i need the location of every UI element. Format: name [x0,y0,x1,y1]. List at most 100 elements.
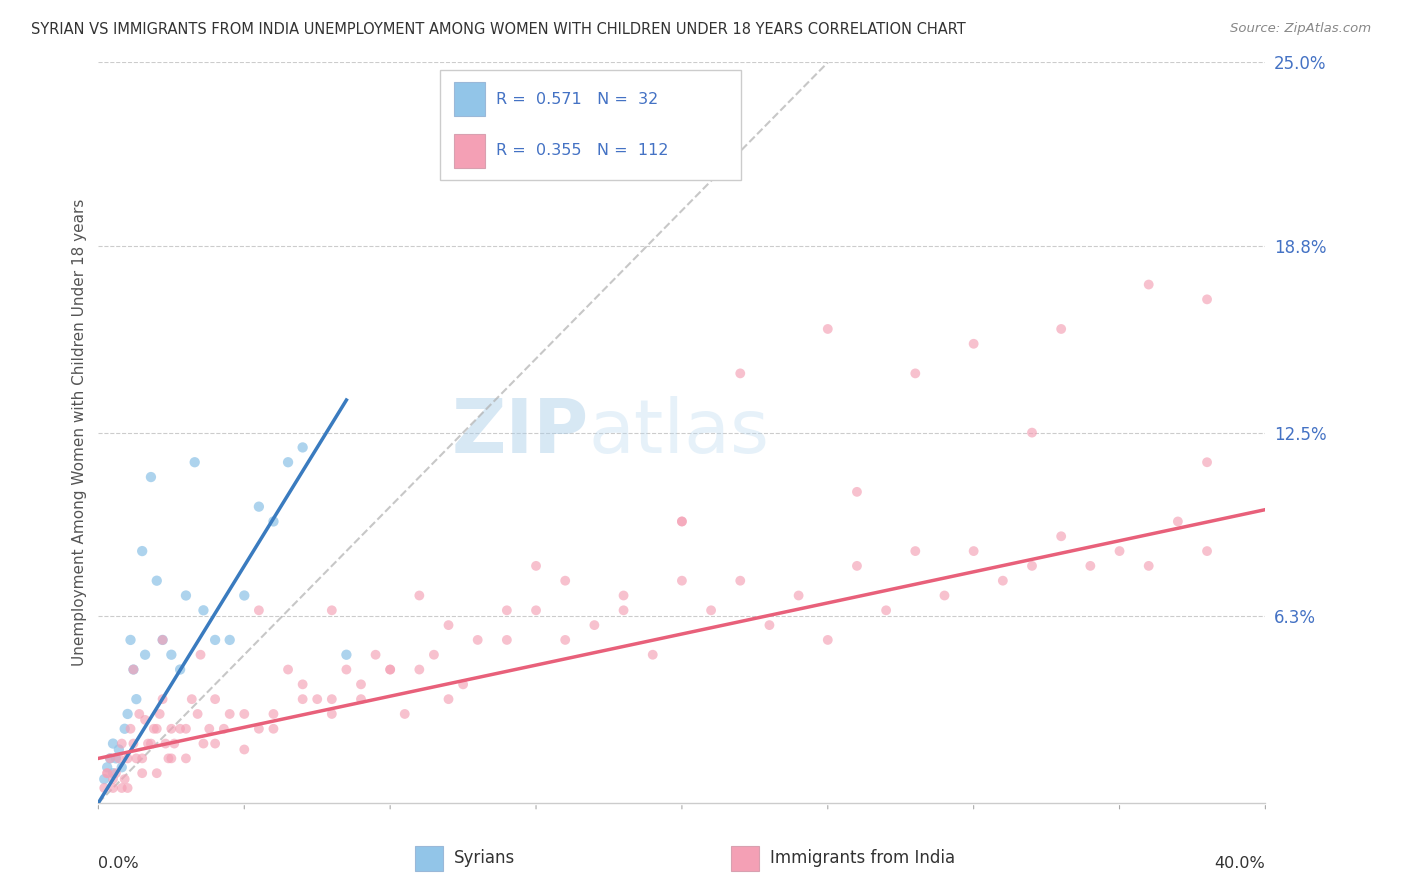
Point [155,737,177,751]
Point [233,742,256,756]
Point [1021,425,1043,440]
Point [730,367,752,381]
Point [212,722,235,736]
Point [524,558,547,573]
Point [183,455,205,469]
Point [263,515,285,529]
Point [962,336,984,351]
Point [1108,544,1130,558]
Point [291,441,314,455]
Point [169,722,191,736]
Y-axis label: Unemployment Among Women with Children Under 18 years: Unemployment Among Women with Children U… [72,199,87,666]
Point [198,722,221,736]
Point [139,470,162,484]
Point [1050,529,1073,543]
Point [142,722,165,736]
Text: R =  0.355   N =  112: R = 0.355 N = 112 [496,144,669,158]
Point [174,751,197,765]
Point [204,632,226,647]
Text: R =  0.571   N =  32: R = 0.571 N = 32 [496,92,658,106]
Point [131,544,153,558]
Point [101,772,124,786]
Point [117,706,139,721]
Point [247,722,270,736]
Point [1137,277,1160,292]
Point [111,780,134,795]
Text: Source: ZipAtlas.com: Source: ZipAtlas.com [1230,22,1371,36]
Point [247,603,270,617]
Point [114,722,136,736]
Point [700,603,723,617]
Point [671,515,693,529]
Point [787,589,810,603]
Point [93,772,115,786]
Point [321,603,343,617]
Point [277,663,299,677]
Point [641,648,664,662]
Point [1197,544,1219,558]
Point [846,484,869,499]
Text: SYRIAN VS IMMIGRANTS FROM INDIA UNEMPLOYMENT AMONG WOMEN WITH CHILDREN UNDER 18 : SYRIAN VS IMMIGRANTS FROM INDIA UNEMPLOY… [31,22,966,37]
Point [277,455,299,469]
Point [423,648,446,662]
Point [111,760,134,774]
Point [1021,558,1043,573]
Point [350,677,373,691]
Point [157,751,180,765]
Point [122,737,145,751]
Point [136,737,159,751]
Point [96,766,118,780]
Point [146,574,169,588]
Point [218,632,240,647]
Point [96,766,118,780]
Point [125,751,148,765]
Text: 0.0%: 0.0% [98,856,139,871]
Point [174,589,197,603]
Point [117,751,139,765]
Point [394,706,416,721]
Point [1080,558,1102,573]
Point [1197,455,1219,469]
Point [671,574,693,588]
Point [131,751,153,765]
Point [321,706,343,721]
Point [120,722,142,736]
Point [583,618,606,632]
Point [122,663,145,677]
Point [904,544,927,558]
Point [291,677,314,691]
Point [247,500,270,514]
Point [233,706,256,721]
Point [554,574,576,588]
Point [335,648,357,662]
Point [1167,515,1189,529]
Point [817,632,839,647]
Point [875,603,897,617]
Point [193,603,215,617]
Point [152,632,174,647]
Point [962,544,984,558]
Point [263,706,285,721]
Point [120,632,142,647]
Point [904,367,927,381]
Point [193,737,215,751]
Point [307,692,329,706]
Point [437,692,460,706]
Point [139,737,162,751]
Point [93,780,115,795]
Point [180,692,202,706]
Point [101,737,124,751]
Text: ZIP: ZIP [451,396,589,469]
Point [98,751,121,765]
Point [758,618,780,632]
Point [408,663,430,677]
Point [122,663,145,677]
Point [613,589,636,603]
Point [218,706,240,721]
Point [96,760,118,774]
Point [128,706,150,721]
Point [204,737,226,751]
Point [496,603,519,617]
Point [163,737,186,751]
Text: 40.0%: 40.0% [1215,856,1265,871]
